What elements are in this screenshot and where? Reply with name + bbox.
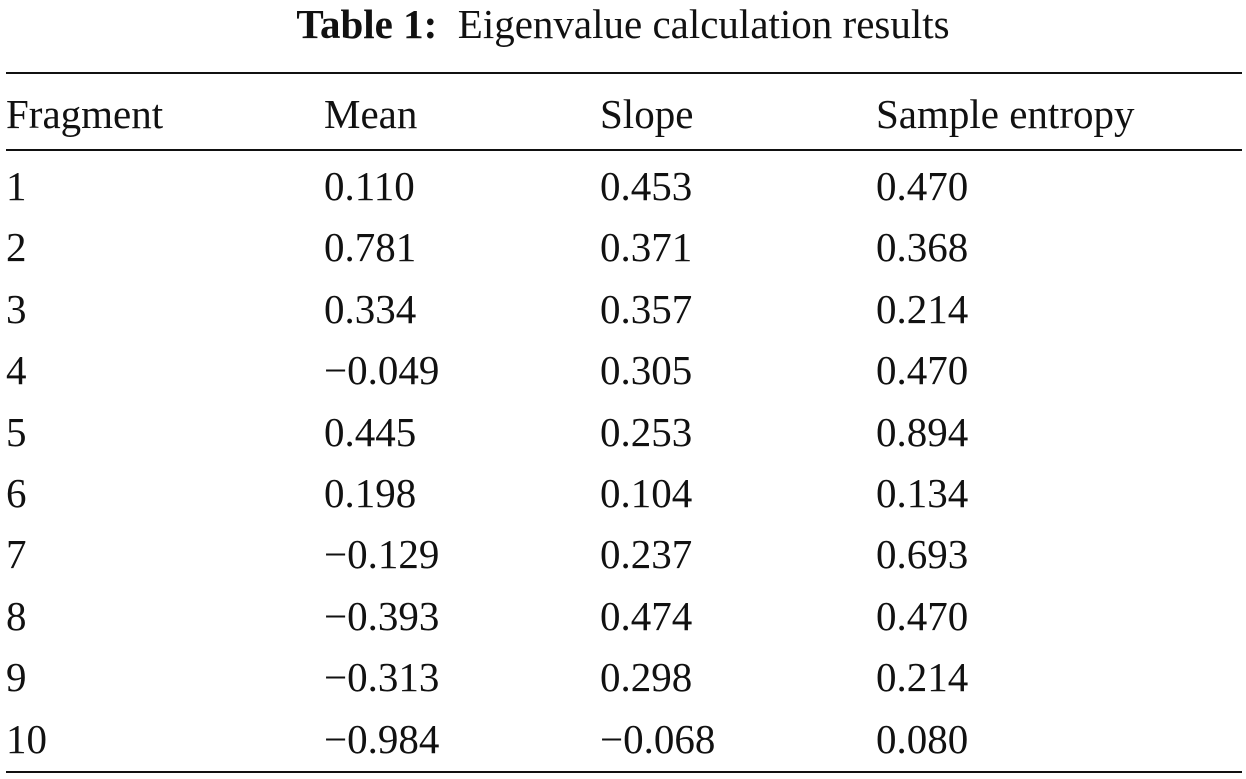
table-cell-mean: −0.313 <box>324 654 440 700</box>
table-cell-fragment: 7 <box>6 531 27 577</box>
table-cell-sample-entropy: 0.470 <box>876 163 969 209</box>
table-cell-slope: −0.068 <box>600 716 716 762</box>
table-caption-label: Table 1: <box>296 1 438 47</box>
table-cell-fragment: 1 <box>6 163 27 209</box>
table-header-row: Fragment Mean Slope Sample entropy <box>0 86 1246 142</box>
table-cell-mean: 0.198 <box>324 470 417 516</box>
table-cell-slope: 0.453 <box>600 163 693 209</box>
table-cell-mean: −0.984 <box>324 716 440 762</box>
table-row: 8 −0.393 0.474 0.470 <box>0 588 1246 644</box>
table-cell-fragment: 9 <box>6 654 27 700</box>
table-cell-sample-entropy: 0.080 <box>876 716 969 762</box>
table-cell-sample-entropy: 0.470 <box>876 593 969 639</box>
column-header-slope: Slope <box>600 91 694 137</box>
table-row: 3 0.334 0.357 0.214 <box>0 281 1246 337</box>
table-cell-mean: −0.129 <box>324 531 440 577</box>
table-top-rule <box>6 72 1242 74</box>
table-cell-fragment: 2 <box>6 224 27 270</box>
table-row: 9 −0.313 0.298 0.214 <box>0 649 1246 705</box>
table-cell-fragment: 6 <box>6 470 27 516</box>
column-header-fragment: Fragment <box>6 91 164 137</box>
table-cell-slope: 0.237 <box>600 531 693 577</box>
table-cell-mean: 0.334 <box>324 286 417 332</box>
table-row: 5 0.445 0.253 0.894 <box>0 404 1246 460</box>
table-cell-mean: 0.445 <box>324 409 417 455</box>
table-cell-slope: 0.371 <box>600 224 693 270</box>
table-cell-fragment: 4 <box>6 347 27 393</box>
table-cell-slope: 0.253 <box>600 409 693 455</box>
column-header-sample-entropy: Sample entropy <box>876 91 1135 137</box>
table-cell-slope: 0.104 <box>600 470 693 516</box>
table-cell-sample-entropy: 0.894 <box>876 409 969 455</box>
table-cell-sample-entropy: 0.470 <box>876 347 969 393</box>
table-cell-mean: −0.393 <box>324 593 440 639</box>
table-caption: Table 1: Eigenvalue calculation results <box>0 0 1246 50</box>
table-header-rule <box>6 149 1242 151</box>
table-cell-mean: −0.049 <box>324 347 440 393</box>
table-cell-sample-entropy: 0.214 <box>876 286 969 332</box>
table-cell-mean: 0.110 <box>324 163 415 209</box>
table-cell-fragment: 10 <box>6 716 47 762</box>
column-header-mean: Mean <box>324 91 418 137</box>
table-cell-sample-entropy: 0.693 <box>876 531 969 577</box>
table-cell-fragment: 3 <box>6 286 27 332</box>
table-row: 2 0.781 0.371 0.368 <box>0 219 1246 275</box>
table-cell-fragment: 8 <box>6 593 27 639</box>
table-caption-text: Eigenvalue calculation results <box>457 1 950 47</box>
table-cell-sample-entropy: 0.134 <box>876 470 969 516</box>
table-cell-slope: 0.305 <box>600 347 693 393</box>
table-row: 6 0.198 0.104 0.134 <box>0 465 1246 521</box>
table-cell-slope: 0.298 <box>600 654 693 700</box>
table-cell-slope: 0.357 <box>600 286 693 332</box>
table-cell-fragment: 5 <box>6 409 27 455</box>
table-cell-mean: 0.781 <box>324 224 417 270</box>
table-cell-sample-entropy: 0.368 <box>876 224 969 270</box>
table-cell-sample-entropy: 0.214 <box>876 654 969 700</box>
table-row: 7 −0.129 0.237 0.693 <box>0 526 1246 582</box>
table-row: 10 −0.984 −0.068 0.080 <box>0 711 1246 767</box>
table-row: 4 −0.049 0.305 0.470 <box>0 342 1246 398</box>
table-bottom-rule <box>6 771 1242 773</box>
table-cell-slope: 0.474 <box>600 593 693 639</box>
table-row: 1 0.110 0.453 0.470 <box>0 158 1246 214</box>
